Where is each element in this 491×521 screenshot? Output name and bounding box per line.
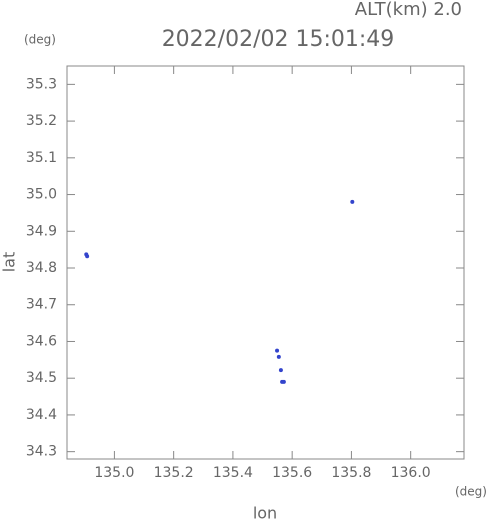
y-tick-label: 35.3 — [26, 76, 57, 92]
x-tick-label: 135.2 — [154, 465, 194, 481]
point — [281, 379, 286, 384]
point — [278, 368, 283, 373]
y-tick-label: 34.8 — [26, 260, 57, 276]
x-tick-label: 135.0 — [94, 465, 134, 481]
x-tick-label: 135.6 — [272, 465, 312, 481]
y-tick-label: 35.2 — [26, 113, 57, 129]
point — [85, 254, 90, 259]
point — [275, 348, 280, 353]
y-axis-label: lat — [0, 252, 19, 273]
chart-subtitle: ALT(km) 2.0 — [355, 0, 462, 20]
y-tick-label: 34.5 — [26, 370, 57, 386]
y-tick-label: 34.7 — [26, 297, 57, 313]
x-axis-label: lon — [253, 504, 277, 521]
x-tick-label: 135.4 — [213, 465, 253, 481]
y-tick-label: 35.0 — [26, 187, 57, 203]
x-tick-label: 135.8 — [331, 465, 371, 481]
y-tick-label: 34.6 — [26, 333, 57, 349]
y-tick-label: 34.4 — [26, 407, 57, 423]
point — [350, 199, 355, 204]
y-tick-label: 35.1 — [26, 150, 57, 166]
y-tick-label: 34.3 — [26, 444, 57, 460]
y-tick-label: 34.9 — [26, 223, 57, 239]
point — [276, 354, 281, 359]
chart-title: 2022/02/02 15:01:49 — [162, 27, 395, 52]
x-unit: (deg) — [455, 485, 487, 499]
x-tick-label: 136.0 — [391, 465, 431, 481]
plot-frame — [66, 65, 465, 460]
y-unit: (deg) — [24, 33, 56, 47]
